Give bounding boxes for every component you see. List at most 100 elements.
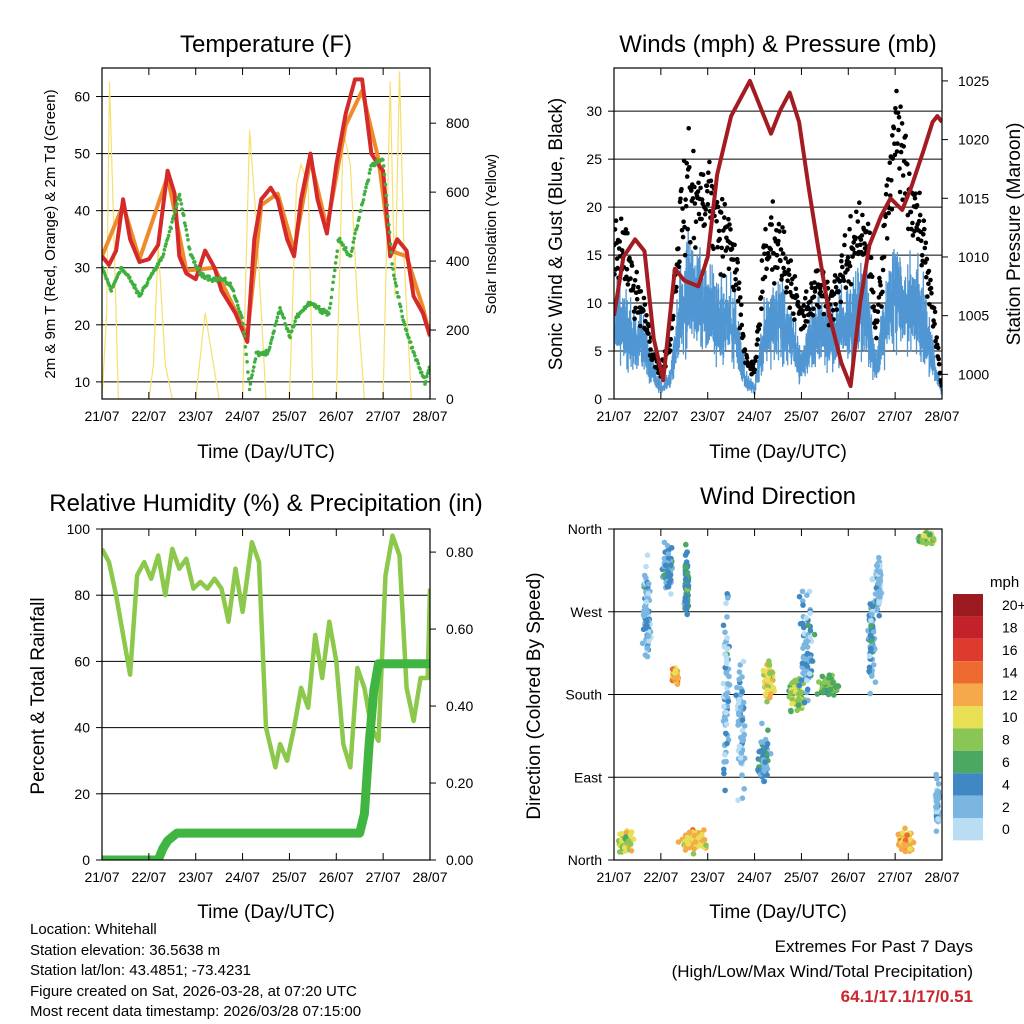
- gust-point: [719, 196, 725, 202]
- dewpoint-point: [178, 198, 183, 202]
- direction-point: [826, 672, 833, 678]
- direction-point: [789, 696, 795, 703]
- direction-point: [661, 555, 668, 562]
- direction-point: [767, 691, 774, 697]
- direction-point: [868, 638, 874, 644]
- direction-point: [760, 749, 766, 756]
- colorbar-label: 4: [1002, 776, 1010, 792]
- dewpoint-point: [133, 283, 137, 288]
- gust-point: [836, 289, 841, 294]
- gust-point: [932, 309, 938, 315]
- x-tick-label: 28/07: [924, 408, 959, 424]
- gust-point: [925, 294, 930, 299]
- gust-point: [853, 235, 858, 241]
- y2-tick-label: 0.80: [446, 544, 473, 560]
- gust-point: [780, 251, 786, 256]
- direction-point: [770, 685, 777, 691]
- direction-point: [643, 622, 649, 629]
- direction-point: [872, 679, 879, 685]
- dewpoint-point: [231, 289, 236, 293]
- direction-point: [819, 673, 826, 680]
- dewpoint-point: [235, 299, 239, 304]
- gust-point: [614, 218, 619, 223]
- dewpoint-point: [366, 178, 371, 182]
- gust-point: [791, 311, 796, 317]
- direction-point: [722, 629, 728, 636]
- gust-point: [832, 279, 837, 284]
- gust-point: [774, 252, 780, 258]
- dewpoint-point: [413, 353, 417, 358]
- direction-point: [811, 631, 818, 638]
- dewpoint-point: [242, 334, 247, 338]
- dewpoint-point: [246, 370, 250, 374]
- gust-point: [700, 172, 706, 177]
- direction-point: [725, 681, 731, 687]
- x-tick-label: 28/07: [924, 869, 959, 885]
- y-tick-label: 10: [586, 295, 602, 311]
- gust-point: [905, 212, 911, 218]
- direction-point: [639, 640, 646, 647]
- gust-point: [681, 219, 686, 224]
- x-tick-label: 21/07: [596, 869, 631, 885]
- y-tick-label: North: [568, 521, 602, 537]
- gust-point: [935, 345, 941, 351]
- dewpoint-point: [392, 273, 396, 278]
- gust-point: [877, 275, 882, 281]
- x-tick-label: 26/07: [831, 408, 866, 424]
- gust-point: [686, 126, 691, 131]
- dewpoint-point: [361, 198, 366, 202]
- direction-point: [895, 831, 902, 838]
- dewpoint-point: [328, 301, 333, 306]
- gust-point: [802, 323, 807, 329]
- dewpoint-point: [156, 262, 161, 266]
- gust-point: [917, 190, 922, 196]
- y-tick-label: 20: [74, 317, 90, 333]
- direction-point: [788, 707, 794, 714]
- gust-point: [862, 241, 867, 246]
- gust-point: [641, 308, 646, 314]
- dewpoint-point: [313, 303, 318, 307]
- gust-point: [804, 289, 809, 294]
- speed-colorbar: mph 20+ 18 16 14 12 10 8 6 4 2 0: [953, 574, 1024, 841]
- dewpoint-point: [381, 164, 386, 168]
- gust-point: [696, 211, 702, 217]
- gust-point: [841, 278, 847, 284]
- colorbar-label: 2: [1002, 799, 1010, 815]
- gust-point: [912, 195, 918, 201]
- dewpoint-point: [368, 167, 373, 172]
- direction-point: [723, 654, 730, 661]
- gust-point: [890, 156, 896, 161]
- gust-point: [794, 294, 800, 299]
- direction-point: [801, 699, 808, 706]
- y-tick-label: 30: [586, 103, 602, 119]
- direction-point: [665, 583, 672, 590]
- gust-point: [683, 197, 688, 202]
- direction-point: [799, 588, 806, 595]
- dewpoint-point: [166, 233, 171, 238]
- gust-point: [938, 370, 942, 376]
- dewpoint-point: [288, 335, 292, 340]
- direction-point: [803, 615, 810, 621]
- dewpoint-point: [173, 210, 178, 214]
- direction-point: [628, 848, 635, 854]
- direction-point: [741, 723, 748, 729]
- gust-point: [921, 218, 927, 223]
- direction-point: [934, 791, 940, 798]
- dewpoint-point: [245, 360, 249, 364]
- gust-point: [685, 226, 690, 232]
- gust-point: [914, 203, 920, 208]
- gust-point: [695, 189, 701, 194]
- gust-point: [873, 325, 878, 330]
- gust-point: [764, 266, 769, 272]
- direction-point: [737, 704, 744, 711]
- dewpoint-point: [247, 387, 252, 392]
- dewpoint-point: [338, 236, 342, 241]
- colorbar-swatch: [953, 638, 983, 662]
- dewpoint-point: [404, 328, 409, 333]
- gust-point: [837, 279, 843, 284]
- gust-point: [770, 199, 776, 204]
- x-tick-label: 25/07: [784, 408, 819, 424]
- x-tick-label: 22/07: [131, 408, 166, 424]
- gust-point: [874, 335, 879, 341]
- dewpoint-point: [250, 373, 254, 377]
